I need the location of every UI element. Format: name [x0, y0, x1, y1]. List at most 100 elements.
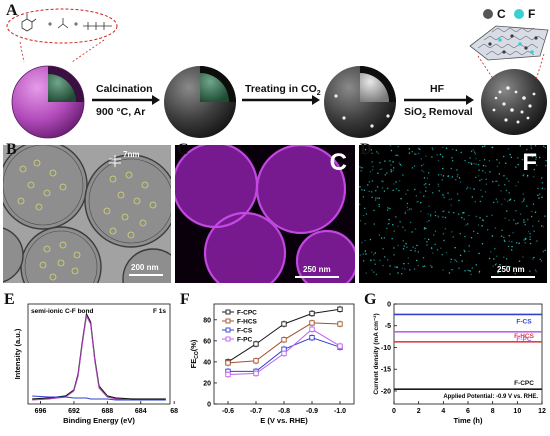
xps-x-tick-label: 696 [35, 408, 47, 415]
stability-x-tick-label: 8 [491, 408, 495, 415]
fe-data-point [281, 321, 287, 327]
fe-y-tick-label: 80 [203, 317, 211, 324]
fe-legend-label: F-CPC [237, 310, 257, 317]
stability-x-tick-label: 0 [392, 408, 396, 415]
step2-label: Treating in CO2 [245, 83, 321, 97]
xps-x-tick-label: 688 [102, 408, 114, 415]
xps-x-tick-label: 68 [170, 408, 178, 415]
fe-x-axis-label: E (V vs. RHE) [260, 416, 308, 425]
panel-c-carbon-map: C 250 nm [175, 145, 355, 283]
sphere-co2-treated [324, 66, 396, 138]
legend-carbon-dot [483, 9, 493, 19]
carbon-map-image [175, 145, 355, 283]
fe-y-tick-label: 0 [207, 402, 211, 409]
fe-data-point [309, 335, 315, 341]
step3-label: SiO2 Removal [404, 106, 473, 120]
stability-y-tick-label: -15 [381, 367, 391, 374]
stability-x-axis-label: Time (h) [453, 416, 483, 425]
xps-title: semi-ionic C-F bond [31, 308, 94, 315]
stability-x-tick-label: 4 [441, 408, 445, 415]
stability-y-axis-label: Current density (mA cm⁻²) [373, 313, 380, 394]
fe-x-tick-label: -0.6 [222, 408, 234, 415]
stability-x-tick-label: 2 [417, 408, 421, 415]
panel-d-fluorine-map: F 250 nm [359, 145, 547, 283]
panel-letter-a: A [6, 2, 18, 19]
legend-carbon-label: C [497, 7, 506, 21]
stability-y-tick-label: -10 [381, 345, 391, 352]
step3-line2: SiO [404, 106, 423, 118]
panel-letter-g: G [364, 291, 377, 308]
fe-y-tick-label: 60 [203, 338, 211, 345]
stability-x-tick-label: 12 [538, 408, 546, 415]
xps-series-line-0 [32, 312, 166, 400]
fe-data-point [253, 341, 259, 347]
step1-line1: Calcination [96, 83, 153, 95]
fe-legend-marker [225, 327, 231, 333]
panel-b-pore-label: 7nm [123, 150, 140, 159]
fe-data-point [253, 358, 259, 364]
fe-x-tick-label: -1.0 [334, 408, 346, 415]
stability-series-label: F-CS [516, 318, 532, 325]
fe-legend-marker [225, 336, 231, 342]
fe-x-tick-label: -0.9 [306, 408, 318, 415]
panel-g-stability-chart: 0 -5 -10 -15 -20 0 2 4 6 8 10 12 F-CS F-PC F-HCS F-CPC A… [364, 290, 550, 436]
sphere-calcined [164, 66, 236, 138]
fe-y-tick-label: 20 [203, 380, 211, 387]
fe-legend-marker [225, 309, 231, 315]
fe-data-point [281, 337, 287, 343]
fe-data-point [337, 306, 343, 312]
xps-series-line-2 [32, 395, 166, 401]
fe-data-point [337, 343, 343, 349]
step2-line1: Treating in CO [245, 83, 317, 95]
step3-sub: 2 [422, 113, 426, 121]
fluorine-speckles [359, 145, 547, 276]
panel-c-element-label: C [329, 149, 347, 176]
stability-x-tick-label: 6 [466, 408, 470, 415]
fe-legend-marker [225, 318, 231, 324]
tem-image [3, 145, 171, 283]
molecule-inset [6, 8, 118, 44]
step1-line2: 900 °C, Ar [96, 106, 146, 118]
fe-legend-label: F-HCS [237, 319, 258, 326]
fe-data-point [309, 310, 315, 317]
xps-x-axis-label: Binding Energy (eV) [63, 416, 135, 425]
fe-data-point [337, 321, 343, 327]
fe-x-tick-label: -0.8 [278, 408, 290, 415]
panel-a-graphic [6, 8, 549, 139]
molecule-structures [21, 14, 112, 32]
fe-data-point [225, 371, 231, 378]
step3-line2-rest: Removal [426, 106, 473, 118]
fe-data-point [309, 320, 315, 326]
sphere-porous-hollow [481, 69, 547, 135]
panel-letter-b: B [6, 141, 17, 158]
panel-letter-f: F [180, 291, 190, 308]
xps-plot-frame [27, 303, 171, 405]
stability-series-label: F-CPC [514, 380, 534, 387]
fe-chart-svg: 0 20 40 60 80 -0.6 -0.7 -0.8 -0.9 -1.0 F-CPC F-HCS F… [189, 303, 355, 425]
xps-annotation: F 1s [153, 308, 166, 315]
stability-series-label: F-HCS [514, 333, 535, 340]
fluorine-map-image [359, 145, 547, 283]
fe-data-point [309, 326, 315, 332]
stability-y-tick-label: -20 [381, 388, 391, 395]
stability-y-tick-label: 0 [387, 302, 391, 309]
fe-y-axis-label: FECO(%) [189, 339, 200, 368]
stability-chart-svg: 0 -5 -10 -15 -20 0 2 4 6 8 10 12 F-CS F-PCF-HCS F-CPC A… [373, 302, 546, 426]
stability-y-tick-label: -5 [385, 323, 391, 330]
fe-legend-label: F-CS [237, 328, 253, 335]
panel-f-fe-chart: 0 20 40 60 80 -0.6 -0.7 -0.8 -0.9 -1.0 F-CPC F-HCS F… [180, 290, 364, 436]
xps-x-tick-label: 692 [68, 408, 80, 415]
panel-e-xps-chart: 696 692 688 684 68 Binding Energy (eV) Intensi… [0, 290, 180, 436]
panel-letter-c: C [177, 141, 189, 158]
panel-d-element-label: F [522, 149, 537, 176]
sphere-silica-precursor [11, 65, 85, 139]
panel-letter-d: D [360, 141, 372, 158]
panel-b-tem: 7nm 200 nm [3, 145, 171, 283]
fe-data-point [281, 350, 287, 357]
panel-d-scale-label: 250 nm [497, 265, 525, 274]
panel-b-scale-label: 200 nm [131, 263, 159, 272]
legend-fluorine-label: F [528, 7, 536, 21]
step3-line1: HF [430, 83, 444, 95]
fe-data-point [253, 370, 259, 377]
xps-y-axis-label: Intensity (a.u.) [13, 328, 22, 379]
